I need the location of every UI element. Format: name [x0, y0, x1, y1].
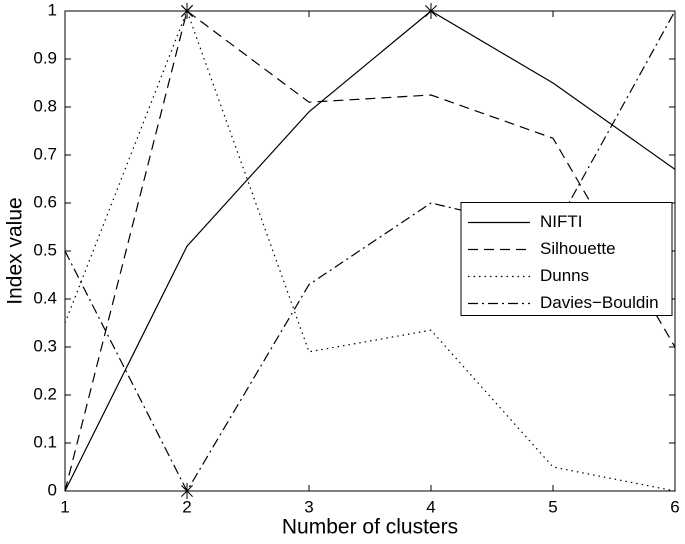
y-tick-label: 0.7: [33, 144, 57, 163]
marker-stroke: [181, 485, 193, 497]
x-tick-label: 2: [182, 497, 191, 516]
highlight-marker: [179, 483, 195, 499]
legend-label: NIFTI: [540, 212, 583, 231]
y-tick-label: 0.8: [33, 96, 57, 115]
y-tick-label: 0.5: [33, 240, 57, 259]
highlight-marker: [423, 3, 439, 19]
y-tick-label: 0: [48, 480, 57, 499]
x-axis-label: Number of clusters: [282, 516, 458, 539]
x-tick-label: 1: [60, 497, 69, 516]
marker-stroke: [181, 5, 193, 17]
x-tick-label: 3: [304, 497, 313, 516]
y-axis-label: Index value: [4, 197, 27, 304]
y-tick-label: 0.9: [33, 48, 57, 67]
legend-label: Dunns: [540, 266, 589, 285]
legend-label: Silhouette: [540, 239, 616, 258]
x-tick-label: 5: [548, 497, 557, 516]
marker-stroke: [425, 5, 437, 17]
series-line: [64, 10, 676, 492]
y-tick-label: 0.3: [33, 336, 57, 355]
series-line: [64, 9, 676, 492]
y-tick-label: 0.2: [33, 384, 57, 403]
series-line: [64, 10, 676, 493]
highlight-marker: [179, 3, 195, 19]
legend-label: Davies−Bouldin: [540, 293, 659, 312]
x-tick-label: 4: [426, 497, 435, 516]
legend-box: [460, 202, 673, 316]
y-tick-label: 1: [48, 0, 57, 19]
y-tick-label: 0.1: [33, 432, 57, 451]
y-tick-label: 0.6: [33, 192, 57, 211]
y-tick-label: 0.4: [33, 288, 57, 307]
x-tick-label: 6: [670, 497, 679, 516]
